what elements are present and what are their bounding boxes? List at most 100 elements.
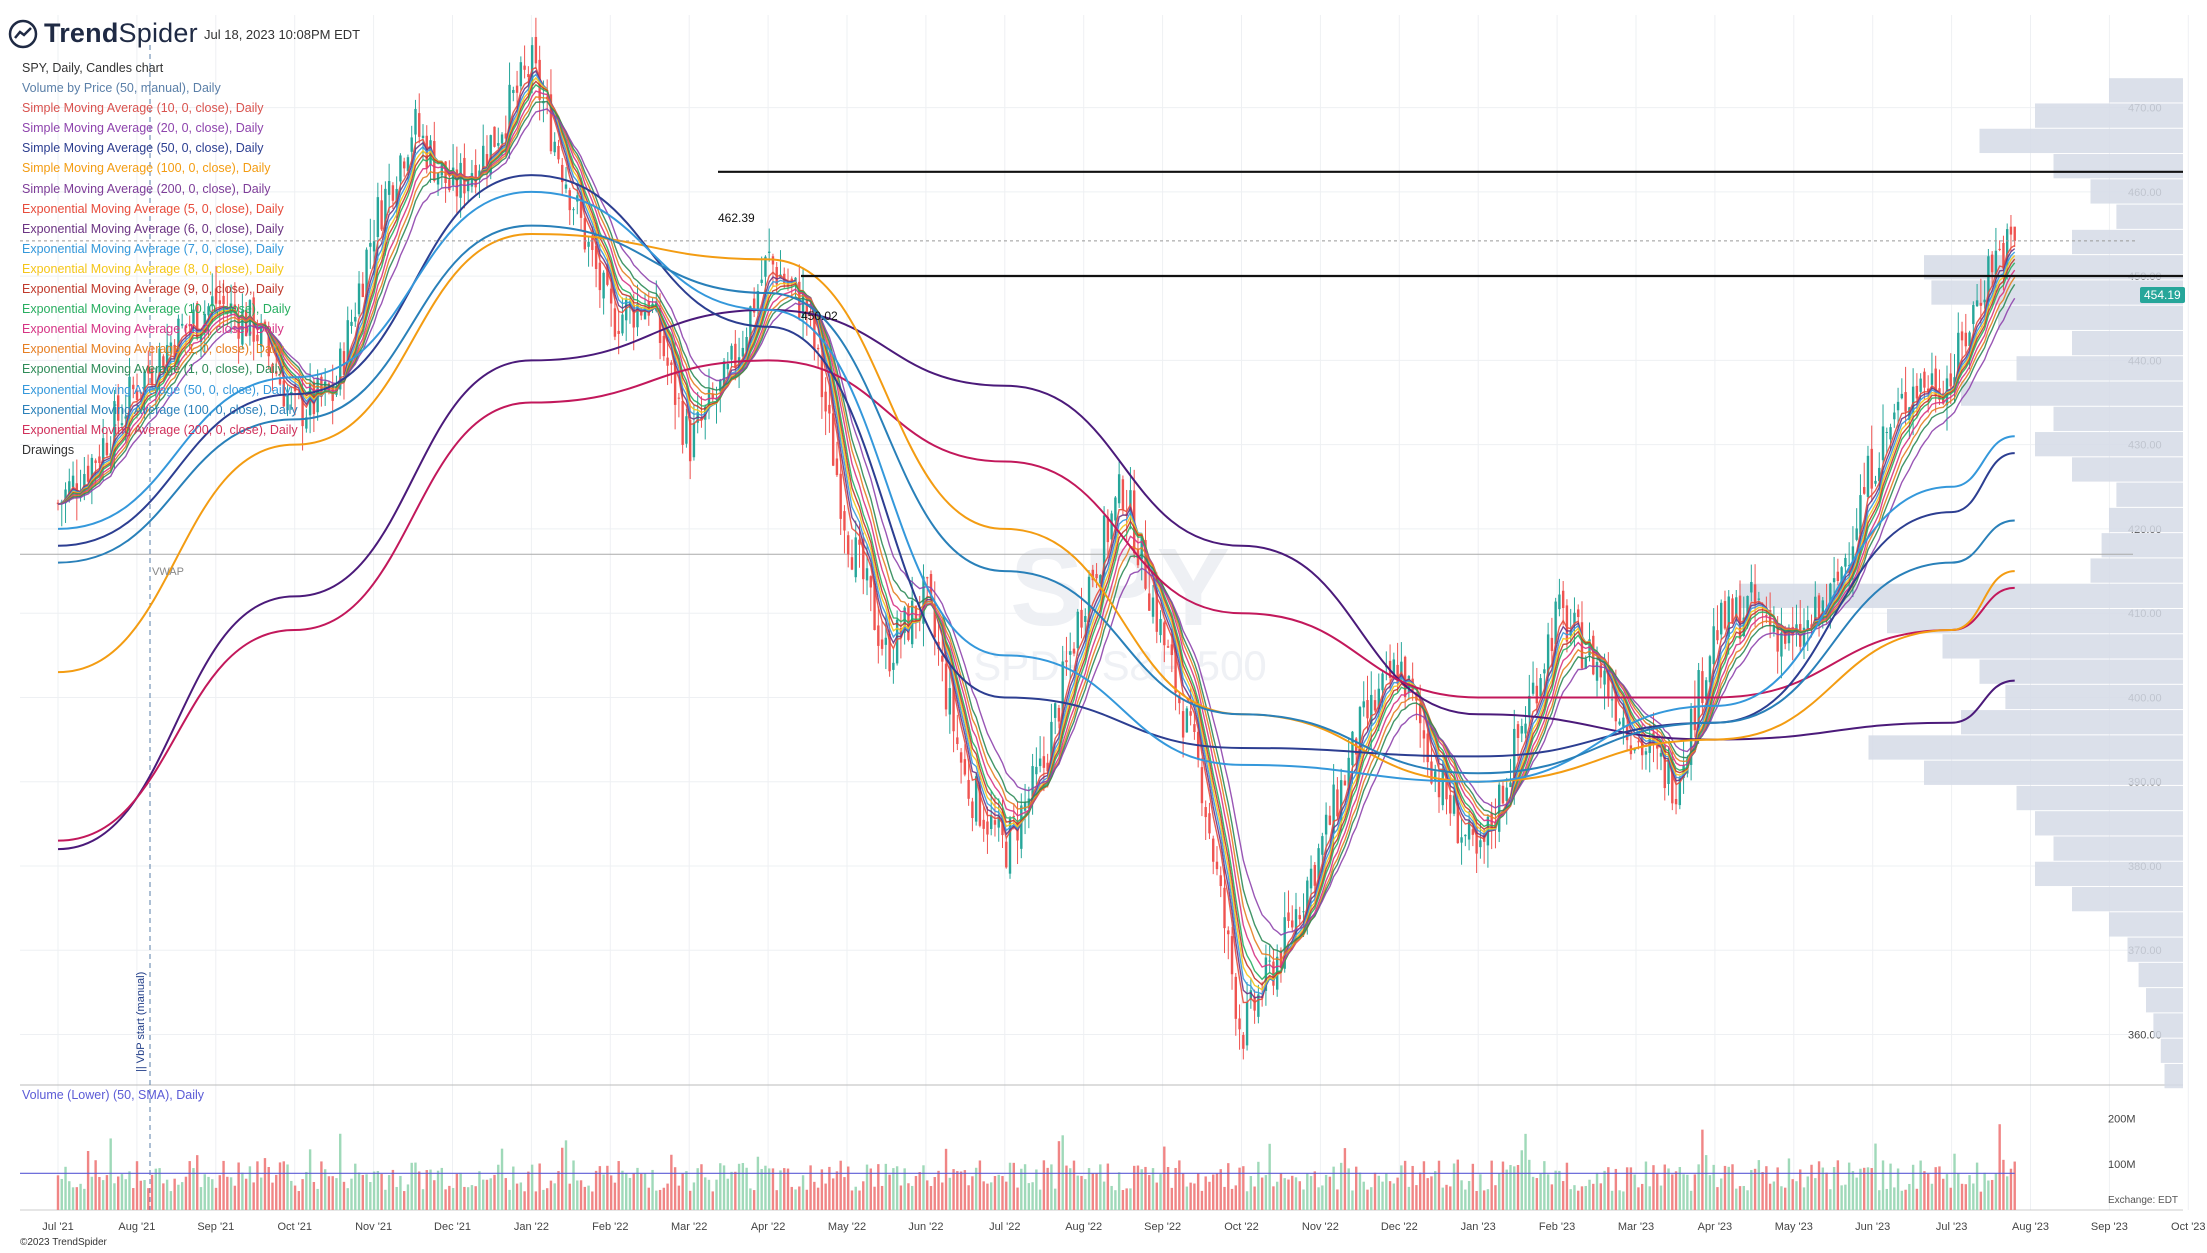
volume-bar — [1467, 1181, 1471, 1210]
volume-bar — [1106, 1163, 1110, 1210]
volume-bar — [1020, 1168, 1023, 1210]
volume-bar — [677, 1185, 681, 1210]
candle-body — [1780, 632, 1783, 657]
volume-bar — [335, 1178, 338, 1210]
legend-item[interactable]: Exponential Moving Average (10, 0, close… — [22, 302, 291, 317]
legend-item[interactable]: Simple Moving Average (20, 0, close), Da… — [22, 121, 264, 136]
candle-body — [177, 318, 180, 366]
legend-item[interactable]: Drawings — [22, 442, 75, 457]
volume-bar — [809, 1165, 812, 1210]
volume-bar — [1716, 1187, 1719, 1210]
volume-bar — [56, 1175, 60, 1210]
x-tick-label: Sep '23 — [2091, 1221, 2128, 1233]
candle-body — [1027, 798, 1031, 809]
legend-item[interactable]: Exponential Moving Average (7, 0, close)… — [22, 241, 284, 256]
volume-bar — [553, 1183, 556, 1210]
legend-item[interactable]: Exponential Moving Average (1, 0, close)… — [22, 342, 284, 357]
indicator-legend[interactable]: SPY, Daily, Candles chart Volume by Price… — [22, 58, 298, 460]
candle-body — [523, 65, 526, 70]
legend-item[interactable]: Volume by Price (50, manual), Daily — [22, 81, 221, 96]
candle-body — [1114, 497, 1117, 521]
candle-body — [666, 357, 669, 366]
volume-bar — [895, 1166, 899, 1210]
x-tick-label: May '22 — [828, 1221, 866, 1233]
legend-item[interactable]: Exponential Moving Average (1, 0, close)… — [22, 362, 284, 377]
candle-body — [1911, 386, 1915, 414]
volume-bar — [214, 1187, 218, 1210]
volume-bar — [1080, 1175, 1083, 1210]
volume-bar — [1426, 1178, 1429, 1210]
volume-bar — [1983, 1172, 1986, 1210]
legend-item[interactable]: Exponential Moving Average (50, 0, close… — [22, 382, 291, 397]
legend-item[interactable]: Exponential Moving Average (100, 0, clos… — [22, 402, 298, 417]
candle-body — [1546, 634, 1550, 677]
volume-bar — [794, 1189, 797, 1210]
candle-body — [184, 325, 188, 329]
legend-item[interactable]: Exponential Moving Average (200, 0, clos… — [22, 422, 298, 437]
candle-body — [1181, 711, 1185, 738]
vbp-start-marker-label[interactable]: || VbP start (manual) — [135, 971, 147, 1072]
vbp-bar — [2072, 887, 2183, 912]
vbp-bar — [2138, 962, 2183, 988]
volume-bar — [1516, 1164, 1520, 1210]
legend-item[interactable]: Exponential Moving Average (5, 0, close)… — [22, 201, 284, 216]
candle-body — [1110, 513, 1113, 540]
legend-item[interactable]: Exponential Moving Average (8, 0, close)… — [22, 261, 284, 276]
legend-item[interactable]: Simple Moving Average (100, 0, close), D… — [22, 161, 271, 176]
volume-bar — [1065, 1165, 1068, 1210]
volume-bar — [1396, 1177, 1399, 1210]
volume-bar — [771, 1168, 775, 1210]
vbp-bar — [1942, 634, 2183, 659]
x-tick-label: Mar '23 — [1618, 1221, 1654, 1233]
volume-bar — [440, 1167, 444, 1210]
candle-body — [794, 277, 797, 281]
candle-body — [455, 169, 459, 197]
legend-item[interactable]: Simple Moving Average (200, 0, close), D… — [22, 181, 271, 196]
volume-bar — [1430, 1176, 1433, 1210]
candle-body — [764, 256, 767, 277]
candle-body — [1840, 567, 1843, 586]
level-label-mid[interactable]: 450.02 — [801, 309, 838, 323]
volume-bar — [1885, 1188, 1888, 1210]
volume-bar — [1227, 1163, 1230, 1210]
candle-body — [256, 334, 259, 342]
legend-item[interactable]: Simple Moving Average (50, 0, close), Da… — [22, 141, 264, 156]
volume-bar — [993, 1175, 997, 1210]
volume-bar — [1287, 1179, 1290, 1210]
volume-bar — [1599, 1183, 1602, 1210]
volume-bar — [1633, 1174, 1636, 1210]
volume-bar — [1625, 1167, 1629, 1210]
volume-bar — [967, 1185, 970, 1210]
legend-item[interactable]: Simple Moving Average (10, 0, close), Da… — [22, 101, 264, 116]
volume-bar — [745, 1167, 748, 1210]
legend-item[interactable]: Exponential Moving Average (1, 0, close)… — [22, 322, 284, 337]
volume-bar — [1053, 1188, 1057, 1210]
volume-bar — [1140, 1169, 1143, 1210]
candle-body — [1535, 685, 1539, 704]
volume-bar — [1938, 1166, 1941, 1210]
volume-pane-label[interactable]: Volume (Lower) (50, SMA), Daily — [22, 1088, 205, 1102]
volume-bar — [1475, 1190, 1478, 1210]
x-tick-label: Aug '22 — [1065, 1221, 1102, 1233]
legend-item[interactable]: Exponential Moving Average (6, 0, close)… — [22, 221, 284, 236]
legend-item[interactable]: SPY, Daily, Candles chart — [22, 61, 164, 75]
volume-bar — [1637, 1187, 1640, 1210]
candle-body — [1038, 758, 1042, 767]
volume-bar — [331, 1176, 334, 1210]
volume-bar — [609, 1175, 613, 1210]
volume-bar — [1370, 1187, 1373, 1210]
candle-body — [391, 185, 395, 201]
level-label-high[interactable]: 462.39 — [718, 211, 755, 225]
candle-body — [305, 417, 308, 429]
x-tick-label: Jun '23 — [1855, 1221, 1890, 1233]
volume-bar — [233, 1185, 237, 1210]
candle-body — [824, 391, 827, 412]
volume-bar — [252, 1182, 255, 1210]
volume-bar — [643, 1173, 647, 1210]
vbp-bar — [2116, 482, 2183, 507]
legend-item[interactable]: Exponential Moving Average (9, 0, close)… — [22, 282, 284, 297]
candle-body — [1923, 371, 1926, 388]
candle-body — [1802, 627, 1806, 647]
